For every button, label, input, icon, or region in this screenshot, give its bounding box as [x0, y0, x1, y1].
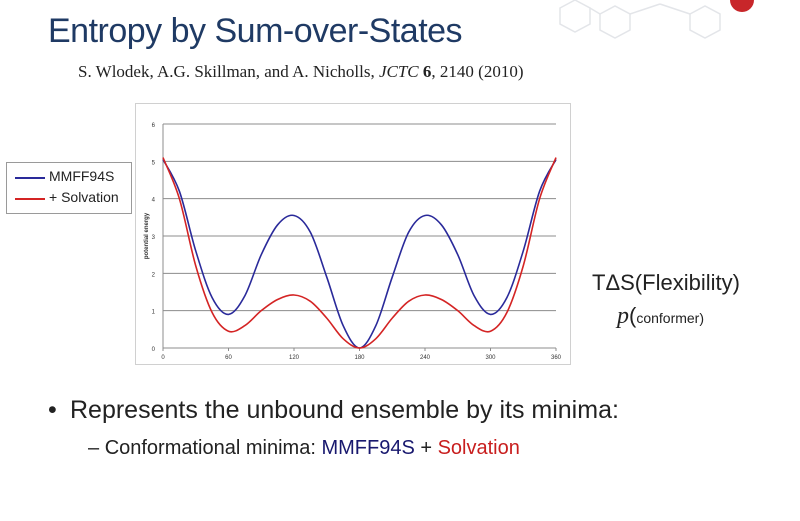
- citation-journal: JCTC: [378, 62, 419, 81]
- probability-label: p(conformer): [617, 303, 704, 330]
- x-tick-label-60: 60: [225, 355, 232, 361]
- x-tick-label-300: 300: [485, 355, 496, 361]
- legend-label-mmff: MMFF94S: [49, 168, 115, 184]
- conformer-label: conformer): [636, 310, 705, 326]
- red-dot-icon: [730, 0, 754, 12]
- chart-legend: MMFF94S + Solvation: [6, 162, 132, 214]
- sub-bullet-prefix: Conformational minima:: [104, 437, 322, 459]
- y-tick-label-2: 2: [152, 272, 156, 278]
- x-tick-label-240: 240: [420, 355, 431, 361]
- header-decoration: [559, 0, 754, 39]
- citation-authors: S. Wlodek, A.G. Skillman, and A. Nicholl…: [78, 62, 375, 81]
- sub-bullet-dash: –: [88, 437, 100, 459]
- sub-bullet: – Conformational minima: MMFF94S + Solva…: [88, 437, 520, 460]
- entropy-label: TΔS(Flexibility): [592, 270, 740, 295]
- legend-swatch-solvation: [15, 198, 45, 200]
- y-tick-label-6: 6: [152, 123, 156, 129]
- x-tick-label-360: 360: [551, 355, 562, 361]
- y-axis-label: potential energy: [144, 212, 150, 259]
- p-symbol: p: [617, 303, 629, 329]
- legend-swatch-mmff: [15, 177, 45, 179]
- y-tick-label-0: 0: [152, 347, 156, 353]
- y-tick-label-3: 3: [152, 235, 156, 241]
- legend-label-solvation: + Solvation: [49, 189, 119, 205]
- legend-item-solvation: + Solvation: [11, 189, 131, 207]
- series-line-solvation: [162, 157, 557, 349]
- legend-item-mmff: MMFF94S: [11, 168, 131, 186]
- x-tick-label-0: 0: [161, 355, 165, 361]
- x-tick-label-120: 120: [289, 355, 300, 361]
- series-line-mmff: [162, 159, 557, 349]
- y-tick-label-1: 1: [152, 310, 156, 316]
- main-bullet: • Represents the unbound ensemble by its …: [48, 396, 619, 425]
- citation: S. Wlodek, A.G. Skillman, and A. Nicholl…: [78, 62, 523, 82]
- y-tick-label-5: 5: [152, 160, 156, 166]
- y-tick-label-4: 4: [152, 198, 156, 204]
- slide-title: Entropy by Sum-over-States: [48, 12, 463, 50]
- sub-bullet-mmff: MMFF94S: [321, 437, 415, 459]
- bullet-text: Represents the unbound ensemble by its m…: [70, 396, 619, 424]
- sub-bullet-solvation: Solvation: [437, 437, 520, 459]
- bullet-dot: •: [48, 396, 57, 424]
- p-paren: (: [629, 303, 637, 328]
- citation-volume: 6: [422, 62, 432, 81]
- sub-bullet-plus: +: [414, 437, 438, 459]
- x-tick-label-180: 180: [354, 355, 365, 361]
- citation-pages: , 2140 (2010): [431, 62, 524, 81]
- chart-frame: 0 1 2 3 4 5 6 0 60 120 180 240 300 360 potential energ…: [135, 103, 571, 365]
